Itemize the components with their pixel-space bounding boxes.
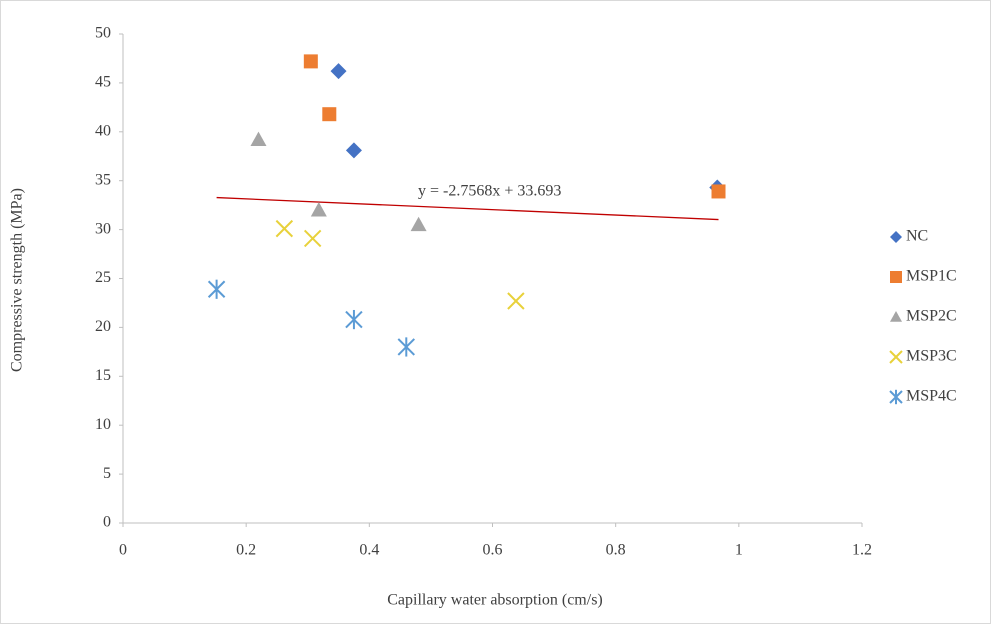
x-tick-label: 0.4	[359, 542, 379, 559]
y-tick-label: 35	[95, 171, 111, 188]
legend-marker	[889, 350, 903, 364]
legend-label: MSP4C	[906, 388, 957, 405]
legend-marker	[890, 271, 902, 283]
y-tick-label: 25	[95, 269, 111, 286]
data-point	[303, 54, 318, 69]
data-point	[275, 219, 294, 238]
legend-marker	[890, 231, 902, 243]
x-tick-label: 0	[119, 542, 127, 559]
data-point	[397, 337, 415, 357]
x-tick-label: 0.6	[483, 542, 503, 559]
y-tick-label: 45	[95, 74, 111, 91]
y-tick-label: 10	[95, 416, 111, 433]
x-axis-title: Capillary water absorption (cm/s)	[387, 592, 603, 609]
data-point	[303, 229, 322, 248]
trendline-label: y = -2.7568x + 33.693	[418, 183, 561, 200]
legend-label: MSP1C	[906, 268, 957, 285]
data-point	[345, 142, 362, 159]
marker-stroke	[275, 219, 294, 238]
y-axis-title: Compressive strength (MPa)	[9, 188, 26, 372]
x-tick-label: 0.8	[606, 542, 626, 559]
legend-marker	[890, 311, 902, 322]
y-tick-label: 0	[103, 514, 111, 531]
x-tick-label: 1.2	[852, 542, 872, 559]
x-tick-label: 0.2	[236, 542, 256, 559]
marker-stroke	[507, 292, 525, 310]
data-point	[330, 63, 347, 80]
y-tick-label: 15	[95, 367, 111, 384]
legend-label: NC	[906, 228, 928, 245]
marker-stroke	[303, 229, 322, 248]
data-point	[711, 184, 726, 199]
y-tick-label: 50	[95, 25, 111, 42]
data-point	[322, 107, 337, 122]
data-point	[507, 292, 525, 310]
y-tick-label: 40	[95, 122, 111, 139]
marker-stroke	[889, 350, 903, 364]
y-tick-label: 5	[103, 465, 111, 482]
data-point	[345, 309, 363, 330]
y-tick-label: 20	[95, 318, 111, 335]
legend-marker	[889, 389, 903, 405]
data-point	[310, 202, 327, 217]
x-tick-label: 1	[735, 542, 743, 559]
data-point	[207, 279, 226, 299]
data-point	[410, 216, 427, 232]
data-point	[250, 131, 267, 147]
legend-label: MSP3C	[906, 348, 957, 365]
y-tick-label: 30	[95, 220, 111, 237]
legend-label: MSP2C	[906, 308, 957, 325]
trendline	[216, 196, 719, 221]
